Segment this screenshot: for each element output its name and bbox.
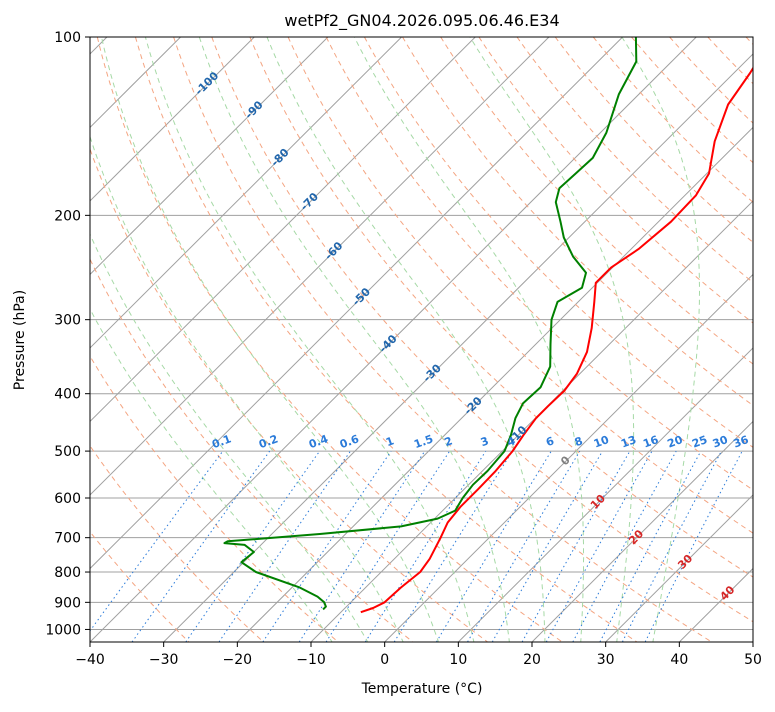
y-tick-label: 100 [54,30,81,46]
x-tick-label: 30 [597,652,615,668]
x-axis-label: Temperature (°C) [361,681,483,697]
y-tick-label: 700 [54,531,81,547]
y-tick-label: 500 [54,444,81,460]
y-tick-label: 300 [54,313,81,329]
isotherm-line [753,37,775,642]
y-tick-label: 1000 [45,622,81,638]
y-axis-label: Pressure (hPa) [12,290,28,390]
chart-title: wetPf2_GN04.2026.095.06.46.E34 [284,11,559,31]
x-tick-label: 50 [744,652,762,668]
x-tick-label: 20 [523,652,541,668]
x-tick-label: −20 [223,652,253,668]
x-tick-label: −40 [75,652,105,668]
y-tick-label: 400 [54,387,81,403]
y-tick-label: 600 [54,491,81,507]
y-tick-label: 900 [54,595,81,611]
x-tick-label: −10 [296,652,326,668]
x-tick-label: 10 [449,652,467,668]
x-tick-label: 40 [670,652,688,668]
y-tick-label: 800 [54,565,81,581]
y-tick-label: 200 [54,208,81,224]
x-tick-label: 0 [380,652,389,668]
x-tick-label: −30 [149,652,179,668]
